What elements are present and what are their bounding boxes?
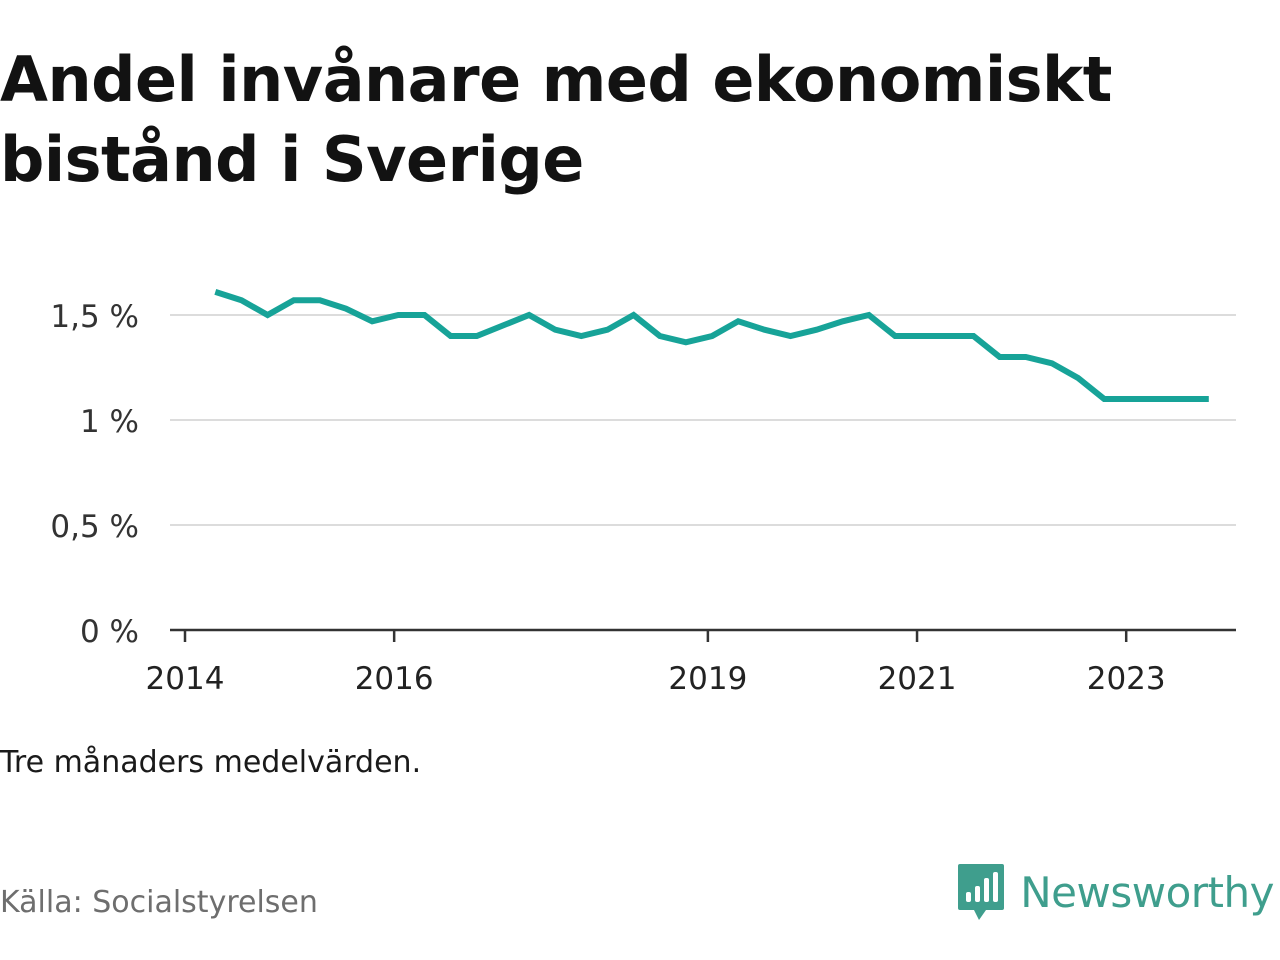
x-tick-label: 2021 xyxy=(878,661,957,697)
x-tick-label: 2023 xyxy=(1087,661,1166,697)
gridlines xyxy=(170,314,1236,526)
x-tick-label: 2019 xyxy=(668,661,747,697)
series xyxy=(214,289,1209,402)
x-axis-labels: 2014 2016 2019 2021 2023 xyxy=(146,661,1166,697)
x-axis xyxy=(170,628,1236,642)
y-axis-labels: 0 % 0,5 % 1 % 1,5 % xyxy=(50,299,139,650)
bar-chart-speech-bubble-icon xyxy=(958,864,1005,920)
y-tick-label: 0,5 % xyxy=(50,509,139,545)
series-line xyxy=(214,289,1209,402)
brand-logo: Newsworthy xyxy=(956,862,1274,922)
x-tick-label: 2016 xyxy=(355,661,434,697)
y-tick-label: 0 % xyxy=(80,614,139,650)
source-label: Källa: Socialstyrelsen xyxy=(0,885,318,920)
chart-note: Tre månaders medelvärden. xyxy=(0,745,422,780)
brand-name: Newsworthy xyxy=(1020,867,1274,917)
y-tick-label: 1 % xyxy=(80,404,139,440)
x-tick-label: 2014 xyxy=(146,661,225,697)
chart-title: Andel invånare med ekonomiskt bistånd i … xyxy=(0,43,1112,196)
y-tick-label: 1,5 % xyxy=(50,299,139,335)
